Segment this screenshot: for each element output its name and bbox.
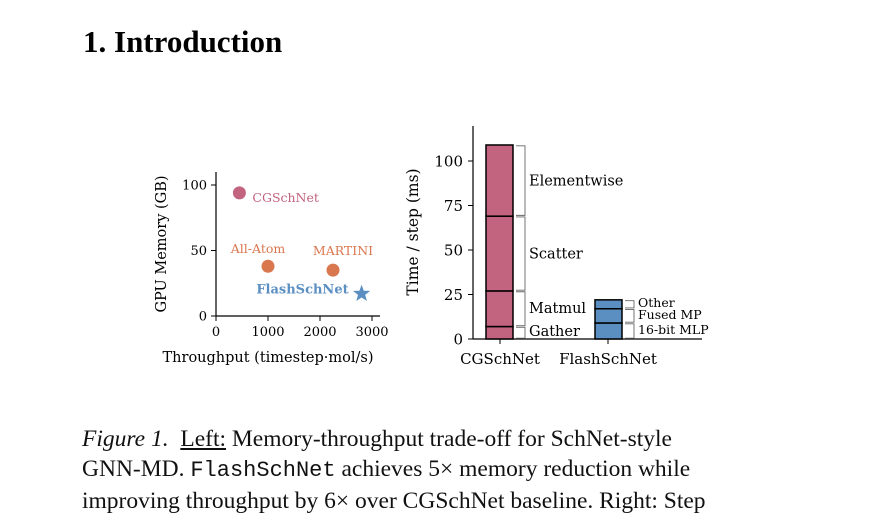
caption-line-1: Figure 1. Left: Memory-throughput trade-… <box>82 424 787 454</box>
bracket-matmul <box>516 291 526 327</box>
segment-label-scatter: Scatter <box>529 247 583 263</box>
figure-caption: Figure 1. Left: Memory-throughput trade-… <box>82 424 787 516</box>
caption-line-2-pre: GNN-MD. <box>82 456 185 482</box>
bar-y-axis-label: Time / step (ms) <box>404 168 422 295</box>
bracket-gather <box>516 326 526 339</box>
bar-y-tick-label: 25 <box>444 286 463 304</box>
scatter-point-martini <box>326 263 340 277</box>
segment-label-matmul: Matmul <box>529 301 586 317</box>
bar-category-label-flashschnet: FlashSchNet <box>559 350 657 368</box>
scatter-point-label-flashschnet: FlashSchNet <box>256 283 348 298</box>
bar-segment-cgschnet-elementwise <box>485 144 514 217</box>
bar-category-label-cgschnet: CGSchNet <box>460 350 540 368</box>
bar-y-tick-label: 50 <box>444 242 463 260</box>
caption-left-label: Left: <box>180 426 227 452</box>
caption-factor: 5× <box>428 456 454 482</box>
bar-segment-cgschnet-matmul <box>485 290 514 328</box>
caption-line-2-post: memory reduction while <box>459 456 691 482</box>
segment-label-gather: Gather <box>529 324 580 340</box>
scatter-x-tick-label: 0 <box>212 325 220 340</box>
section-title: 1. Introduction <box>83 24 283 59</box>
caption-line-2: GNN-MD. FlashSchNet achieves 5× memory r… <box>82 454 787 486</box>
caption-line-2-mid: achieves <box>341 456 423 482</box>
caption-method-name: FlashSchNet <box>190 458 336 483</box>
segment-label-fused-mp: Fused MP <box>638 307 702 322</box>
scatter-y-axis-label: GPU Memory (GB) <box>154 175 170 312</box>
bracket-scatter <box>516 216 526 291</box>
scatter-point-cgschnet <box>232 186 246 200</box>
bar-y-tick-label: 100 <box>434 153 463 171</box>
caption-line-3: improving throughput by 6× over CGSchNet… <box>82 488 706 514</box>
segment-label-16-bit-mlp: 16-bit MLP <box>638 322 709 337</box>
bar-segment-flashschnet-16-bit-mlp <box>594 322 623 340</box>
figure-label: Figure 1. <box>82 426 169 452</box>
bar-segment-flashschnet-fused-mp <box>594 307 623 324</box>
scatter-point-flashschnet <box>353 284 371 301</box>
scatter-point-label-all-atom: All-Atom <box>230 241 286 256</box>
bar-y-tick-label: 75 <box>444 197 463 215</box>
caption-line-1-text: Memory-throughput trade-off for SchNet-s… <box>231 426 672 452</box>
bar-segment-cgschnet-gather <box>485 325 514 340</box>
scatter-x-axis-label: Throughput (timestep·mol/s) <box>163 350 374 366</box>
bracket-fused-mp <box>625 309 635 323</box>
bracket-other <box>625 300 635 309</box>
scatter-x-tick-label: 1000 <box>251 325 284 340</box>
bracket-16-bit-mlp <box>625 323 635 339</box>
scatter-point-label-cgschnet: CGSchNet <box>252 190 319 205</box>
bar-segment-cgschnet-scatter <box>485 215 514 292</box>
scatter-x-tick-label: 3000 <box>355 325 388 340</box>
stacked-bar-chart: 0 25 50 75 100 Time / step (ms) Gather Matmul Sc… <box>404 126 709 368</box>
scatter-x-tick-label: 2000 <box>303 325 336 340</box>
scatter-y-tick-label: 100 <box>182 179 207 194</box>
bar-y-tick-label: 0 <box>453 331 463 349</box>
segment-label-elementwise: Elementwise <box>529 174 623 190</box>
segment-label-other: Other <box>638 295 675 310</box>
scatter-point-all-atom <box>261 259 275 273</box>
bar-segment-flashschnet-other <box>594 299 623 310</box>
scatter-point-label-martini: MARTINI <box>313 243 373 258</box>
bracket-elementwise <box>516 145 526 216</box>
scatter-y-tick-label: 50 <box>190 244 207 259</box>
scatter-y-tick-label: 0 <box>199 310 207 325</box>
